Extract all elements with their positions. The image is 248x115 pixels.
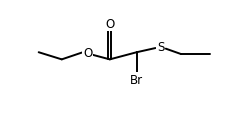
Text: Br: Br [130, 73, 143, 86]
Text: O: O [105, 18, 114, 31]
Text: S: S [157, 41, 164, 54]
Text: O: O [83, 46, 92, 59]
